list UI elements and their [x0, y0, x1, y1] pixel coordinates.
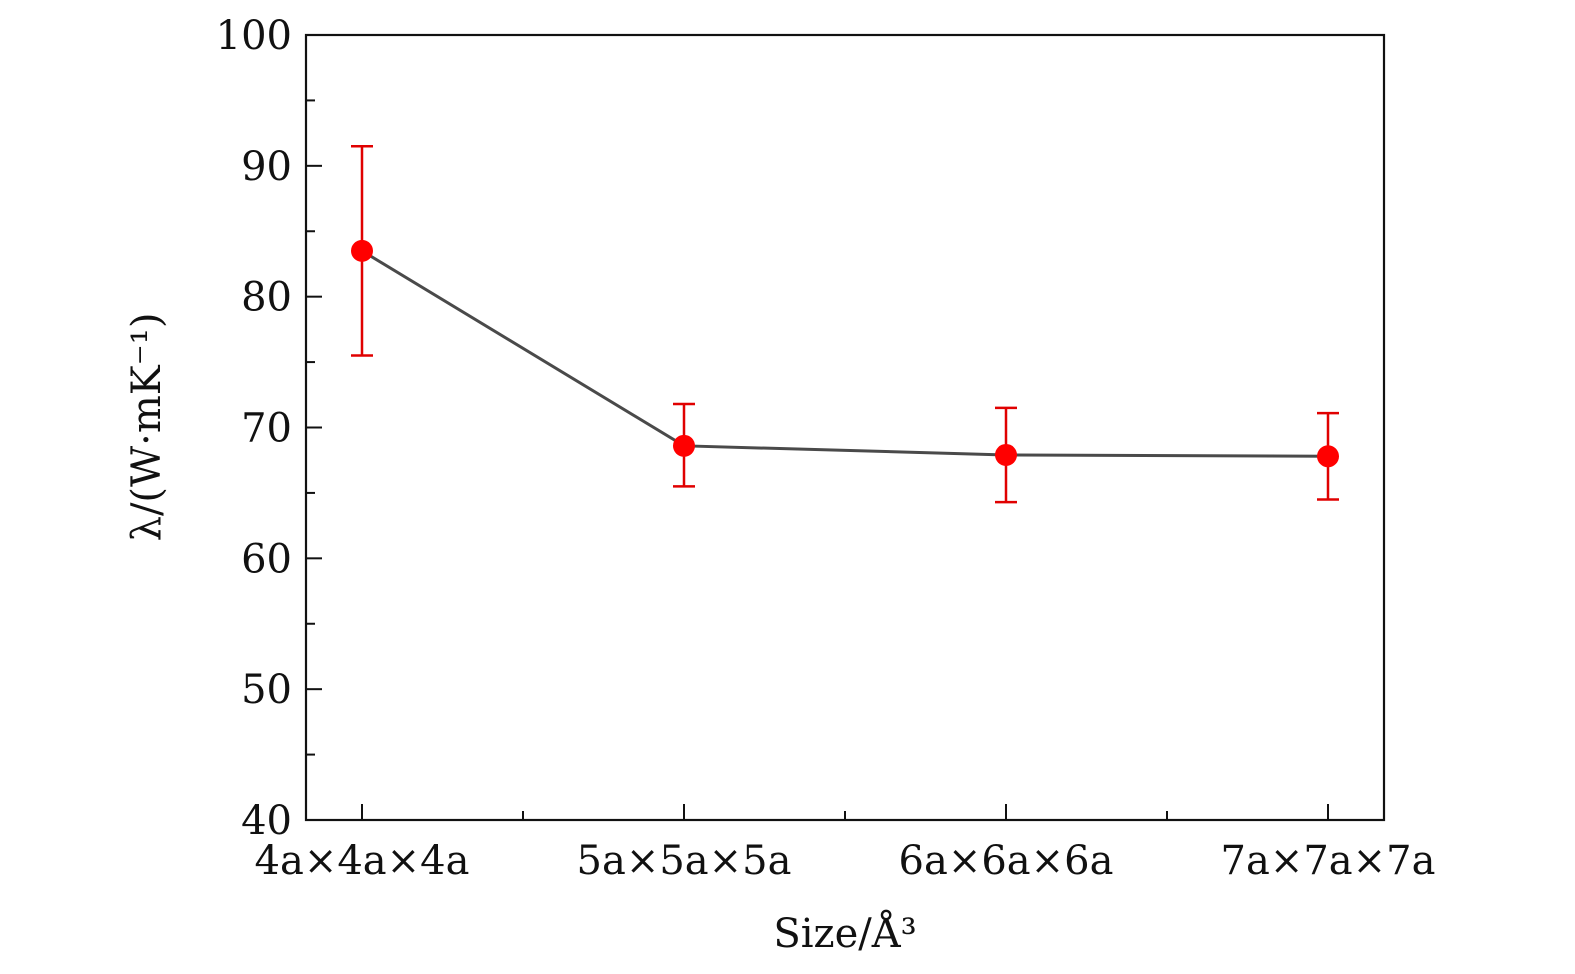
y-tick-label: 60: [241, 536, 292, 582]
data-point: [673, 434, 695, 457]
axis-tick-labels: 40 50 60 70 80 90 100 4a×4a×4a 5a×5a×5a 6a×6a×6a 7…: [216, 13, 1436, 884]
y-axis-title: λ/(W·mK⁻¹): [124, 313, 170, 542]
x-tick-label: 5a×5a×5a: [577, 838, 792, 884]
x-tick-label: 6a×6a×6a: [899, 838, 1114, 884]
y-tick-label: 90: [241, 144, 292, 190]
x-tick-label: 4a×4a×4a: [255, 838, 470, 884]
y-tick-label: 70: [241, 406, 292, 452]
x-tick-label: 7a×7a×7a: [1221, 838, 1436, 884]
y-tick-label: 100: [216, 13, 292, 59]
y-tick-label: 80: [241, 275, 292, 321]
plot-frame: [304, 33, 1386, 822]
data-series: [351, 144, 1339, 504]
data-point: [351, 239, 373, 262]
x-axis-title: Size/Å³: [773, 910, 916, 957]
data-point: [1317, 445, 1339, 468]
series-line: [361, 249, 1329, 458]
y-tick-label: 50: [241, 667, 292, 713]
y-tick-label: 40: [241, 798, 292, 844]
data-point: [995, 443, 1017, 466]
